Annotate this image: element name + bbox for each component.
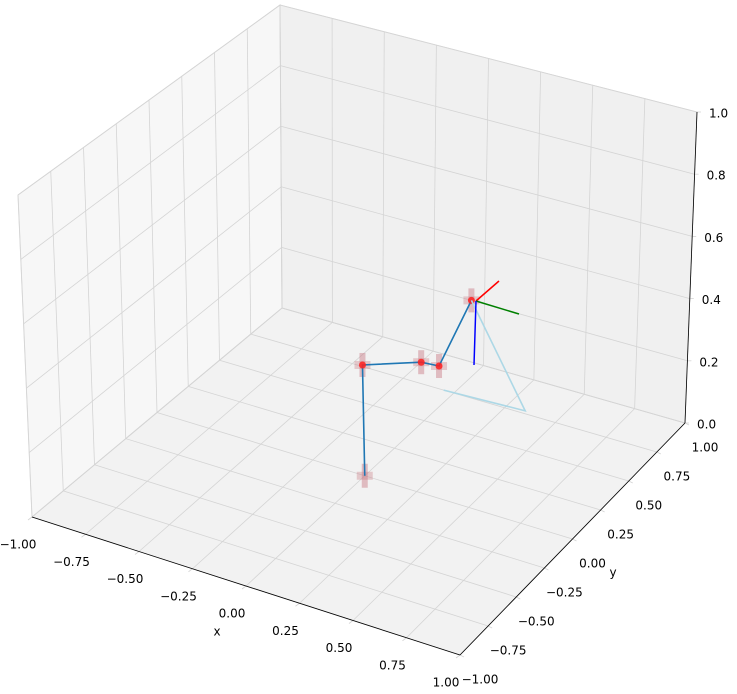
tick-mark xyxy=(188,568,193,573)
frame-x-axis xyxy=(475,280,500,302)
x-tick-label: −1.00 xyxy=(0,538,36,552)
panes: −1.00−0.75−0.50−0.250.000.250.500.751.00… xyxy=(0,4,728,690)
grid-line xyxy=(50,171,64,491)
grid-line xyxy=(279,4,698,113)
axis-line xyxy=(31,516,461,656)
joint-point xyxy=(417,358,425,366)
y-tick-label: 0.50 xyxy=(635,499,662,513)
tick-mark xyxy=(572,538,577,542)
grid-line xyxy=(634,98,646,409)
z-tick-label: 0.0 xyxy=(697,418,716,432)
joint-point xyxy=(358,361,366,369)
z-tick-label: 0.6 xyxy=(704,231,723,245)
grid-line xyxy=(23,125,282,325)
tick-mark xyxy=(516,596,521,600)
grid-line xyxy=(246,28,252,335)
grid-line xyxy=(219,359,629,482)
y-tick-label: −1.00 xyxy=(462,673,499,687)
y-tick-label: −0.25 xyxy=(546,586,583,600)
tick-mark xyxy=(27,516,33,521)
tick-mark xyxy=(600,509,605,513)
y-tick-label: 0.75 xyxy=(664,470,691,484)
frame-z-axis xyxy=(473,300,477,366)
grid-line xyxy=(94,464,517,598)
grid-line xyxy=(214,52,220,361)
x-axis-title: x xyxy=(213,625,220,639)
grid-line xyxy=(281,186,690,299)
grid-line xyxy=(115,123,127,439)
axis-line xyxy=(459,422,686,656)
series-line xyxy=(443,300,527,413)
grid-line xyxy=(382,31,385,337)
tick-mark xyxy=(402,637,407,642)
x-tick-label: 0.00 xyxy=(219,607,246,621)
tick-mark xyxy=(81,533,86,538)
marks xyxy=(354,288,527,488)
grid-line xyxy=(63,490,489,627)
y-tick-label: −0.75 xyxy=(490,644,527,658)
grid-line xyxy=(181,76,189,387)
tick-mark xyxy=(544,567,549,571)
axis-line xyxy=(684,111,698,424)
y-tick-label: 0.25 xyxy=(607,528,634,542)
z-tick-label: 0.4 xyxy=(702,293,721,307)
y-tick-label: 1.00 xyxy=(692,441,719,455)
x-tick-label: 0.25 xyxy=(272,624,299,638)
tick-mark xyxy=(295,602,300,607)
grid-line xyxy=(17,194,33,518)
grid-line xyxy=(188,385,601,511)
grid-line xyxy=(125,438,545,569)
grid-line xyxy=(432,45,437,352)
grid-line xyxy=(20,65,281,260)
grid-line xyxy=(533,71,542,380)
x-tick-label: 0.50 xyxy=(326,641,353,655)
tick-mark xyxy=(459,654,465,658)
joint-point xyxy=(435,362,443,370)
x-tick-label: 1.00 xyxy=(433,676,460,690)
x-tick-label: −0.50 xyxy=(107,572,144,586)
frame-y-axis xyxy=(475,300,520,315)
tick-mark xyxy=(628,480,633,484)
z-tick-label: 1.0 xyxy=(709,107,728,121)
tick-mark xyxy=(134,551,140,555)
tick-mark xyxy=(348,620,354,624)
grid-line xyxy=(281,307,686,424)
grid-line xyxy=(280,125,693,237)
grid-line xyxy=(583,85,594,395)
grid-line xyxy=(17,4,281,196)
z-tick-label: 0.8 xyxy=(707,169,726,183)
x-tick-label: −0.75 xyxy=(53,555,90,569)
tick-mark xyxy=(455,654,461,659)
grid-line xyxy=(26,186,282,389)
x-tick-label: 0.75 xyxy=(379,658,406,672)
grid-line xyxy=(280,65,695,175)
tick-mark xyxy=(487,625,493,629)
tick-mark xyxy=(241,585,247,590)
grid-line xyxy=(31,307,283,518)
y-tick-label: 0.00 xyxy=(579,557,606,571)
grid-line xyxy=(83,147,95,465)
z-tick-label: 0.2 xyxy=(699,355,718,369)
x-tick-label: −0.25 xyxy=(160,589,197,603)
tick-mark xyxy=(656,451,662,455)
y-tick-label: −0.50 xyxy=(518,615,555,629)
grid-line xyxy=(279,4,283,309)
grid-line xyxy=(28,247,282,453)
y-axis-title: y xyxy=(609,566,616,580)
grid-line xyxy=(483,58,489,366)
grid-line xyxy=(148,99,158,413)
